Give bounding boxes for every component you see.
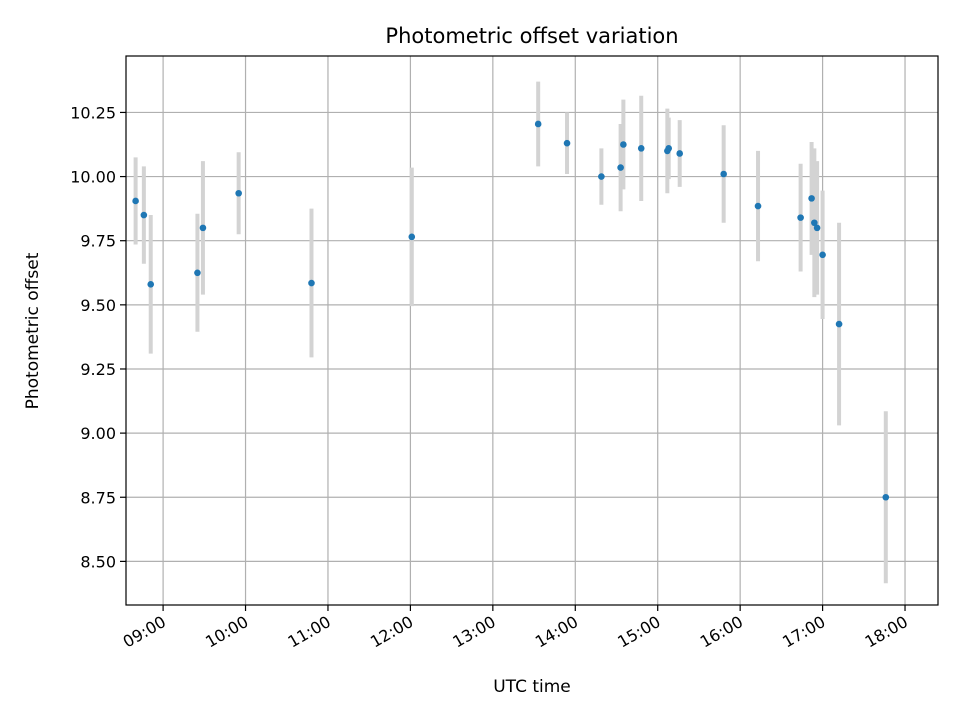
data-point xyxy=(813,224,821,232)
y-tick-label: 10.25 xyxy=(70,103,116,122)
plot-frame xyxy=(125,55,939,606)
data-point xyxy=(598,173,605,180)
data-point xyxy=(620,141,627,148)
y-tick-label: 9.50 xyxy=(80,296,116,315)
y-tick-label: 8.75 xyxy=(80,488,116,507)
data-point xyxy=(720,170,727,178)
y-axis-ticks: 8.50 8.75 9.00 9.25 9.50 9.75 10.00 10.25 xyxy=(70,103,126,571)
y-tick-label: 9.75 xyxy=(80,232,116,251)
y-tick-label: 8.50 xyxy=(80,552,116,571)
data-point xyxy=(617,164,624,171)
data-point xyxy=(199,224,207,232)
data-points xyxy=(132,120,890,501)
x-axis-label: UTC time xyxy=(493,677,571,697)
data-point xyxy=(308,279,315,287)
y-tick-label: 9.25 xyxy=(80,360,116,379)
y-tick-label: 10.00 xyxy=(70,168,116,187)
data-point xyxy=(147,281,155,288)
y-axis-label: Photometric offset xyxy=(23,252,43,409)
data-point xyxy=(235,189,242,197)
data-point xyxy=(676,150,683,157)
data-point xyxy=(808,195,815,202)
data-point xyxy=(140,211,148,219)
data-point xyxy=(819,251,826,259)
data-point xyxy=(882,493,890,501)
y-tick-label: 9.00 xyxy=(80,424,116,443)
grid xyxy=(126,56,938,605)
chart-title: Photometric offset variation xyxy=(385,24,678,48)
data-point xyxy=(665,145,673,152)
data-point xyxy=(534,120,542,128)
data-point xyxy=(194,269,201,277)
data-point xyxy=(835,320,843,328)
data-point xyxy=(637,145,645,152)
data-point xyxy=(754,202,762,210)
data-point xyxy=(408,233,416,241)
data-point xyxy=(563,139,571,147)
data-point xyxy=(132,197,139,205)
data-point xyxy=(797,214,804,221)
data-point xyxy=(811,219,818,227)
